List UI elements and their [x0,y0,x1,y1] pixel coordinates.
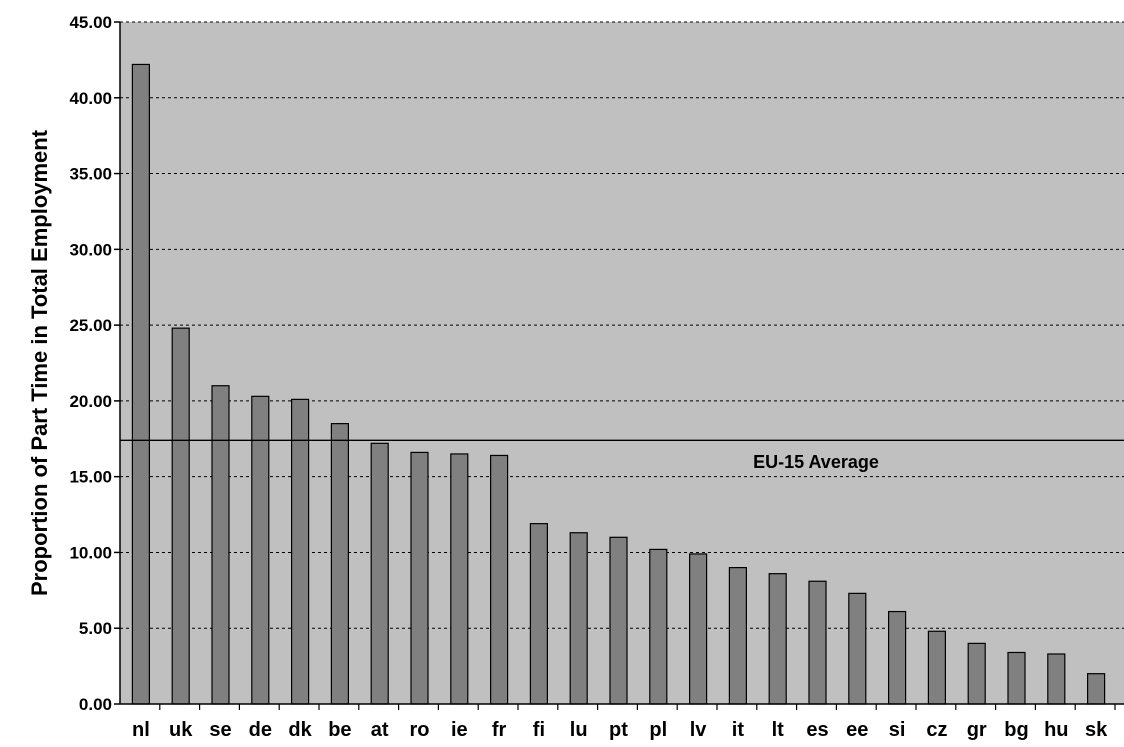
x-tick-label: lt [772,719,785,741]
bar-fr [490,454,509,705]
x-tick-label: gr [967,719,987,741]
y-tick-label: 10.00 [69,543,112,562]
reference-line-group: EU-15 Average [120,439,1124,472]
bar-se [211,385,230,705]
y-tick-label: 40.00 [69,89,112,108]
y-tick-label: 0.00 [79,695,112,714]
x-tick-label: de [249,719,272,741]
bar-ie [450,453,469,705]
x-tick-label: se [209,719,231,741]
x-tick-label: si [889,719,906,741]
x-tick-label: it [732,719,745,741]
bar-lt [768,573,787,705]
x-tick-label: lv [690,719,708,741]
x-tick-label: sk [1085,719,1108,741]
x-tick-label: bg [1004,719,1028,741]
bar-pl [649,548,668,705]
x-tick-label: ro [410,719,430,741]
y-axis-ticks: 0.00 5.00 10.00 15.00 20.00 25.00 30.00 35.00 40… [69,13,120,714]
gridlines [120,21,1124,629]
bar-ro [410,451,429,705]
x-tick-label: dk [288,719,312,741]
x-tick-label: nl [132,719,150,741]
eu15-average-label: EU-15 Average [753,452,879,472]
bar-es [808,580,827,705]
y-axis-label: Proportion of Part Time in Total Employm… [27,129,52,596]
y-tick-label: 5.00 [79,619,112,638]
x-tick-label: hu [1044,719,1068,741]
y-tick-label: 35.00 [69,165,112,184]
bar-be [330,423,349,705]
y-tick-label: 25.00 [69,316,112,335]
y-tick-label: 45.00 [69,13,112,32]
x-tick-label: uk [169,719,193,741]
bar-hu [1047,653,1066,705]
bar-it [728,566,748,705]
bar-bg [1007,651,1026,705]
bar-pt [609,536,628,705]
bar-si [887,610,907,705]
y-tick-label: 20.00 [69,392,112,411]
bar-ee [848,592,867,705]
x-tick-label: cz [926,719,947,741]
x-tick-label: fr [492,719,507,741]
x-tick-label: pl [649,719,667,741]
bar-lu [569,532,588,705]
x-axis-ticks: nl uk se de dk be at ro ie fr fi lu pt pl lv it lt es ee si… [132,704,1116,741]
x-tick-label: be [328,719,351,741]
y-tick-label: 30.00 [69,240,112,259]
x-tick-label: ee [846,719,868,741]
bar-uk [171,327,190,705]
bar-at [370,442,389,705]
x-tick-label: pt [609,719,628,741]
bar-nl [131,63,150,705]
bar-de [251,395,270,705]
x-tick-label: at [371,719,389,741]
bars [131,63,1106,705]
x-tick-label: fi [533,719,545,741]
x-tick-label: lu [570,719,588,741]
bar-sk [1086,673,1106,705]
bar-dk [291,398,310,705]
x-tick-label: ie [451,719,468,741]
y-tick-label: 15.00 [69,468,112,487]
bar-lv [688,553,708,705]
x-tick-label: es [806,719,828,741]
bar-gr [967,642,986,705]
bar-cz [927,630,947,705]
bar-fi [529,523,549,705]
